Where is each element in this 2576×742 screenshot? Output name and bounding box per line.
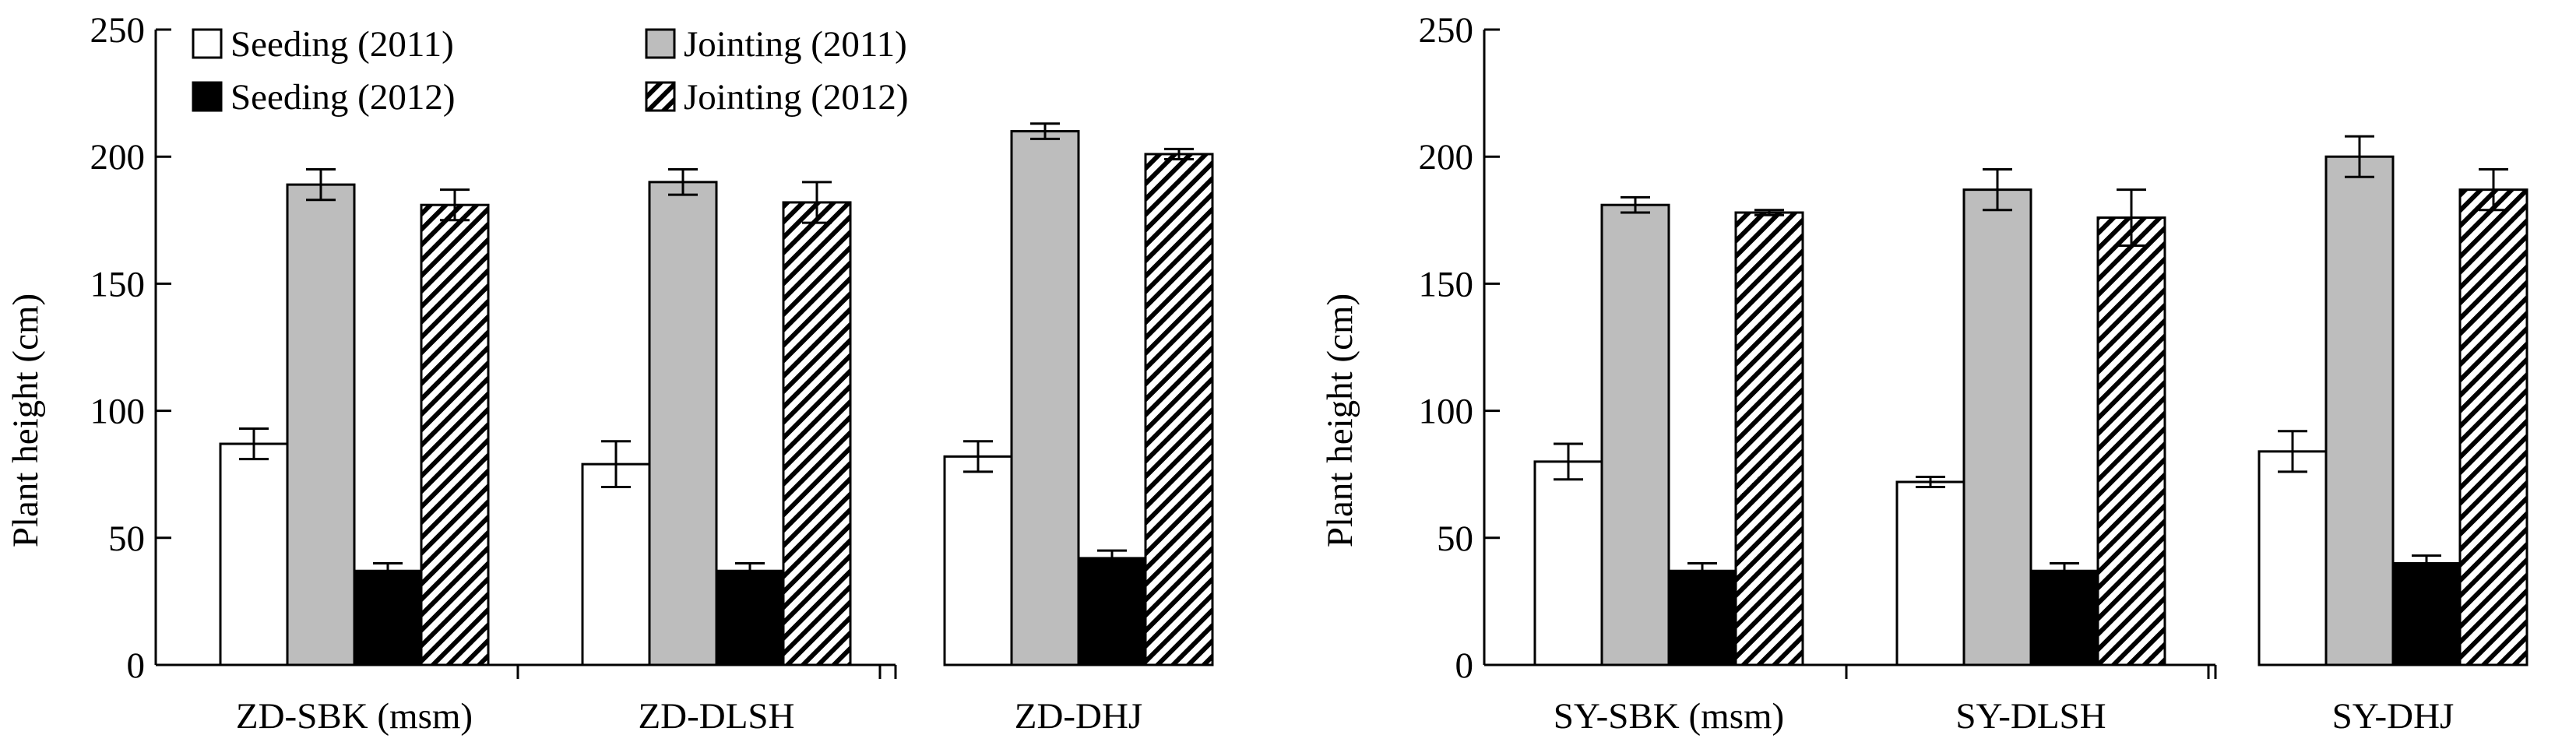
y-axis-title: Plant height (cm) — [5, 294, 46, 547]
y-tick-label: 200 — [90, 137, 146, 178]
y-tick-label: 0 — [127, 645, 146, 686]
bar-white-1 — [219, 442, 289, 666]
y-tick-label: 100 — [90, 392, 146, 432]
bar-gray-1 — [1600, 203, 1670, 666]
x-category-label: SY-DHJ — [2332, 696, 2455, 737]
legend-swatch-jointing-2012 — [645, 81, 676, 112]
bar-gray-2 — [648, 181, 718, 666]
bar-gray-1 — [286, 183, 356, 666]
bar-black-2 — [2029, 569, 2099, 666]
bar-white-1 — [1533, 460, 1603, 666]
bar-hatched-3 — [2458, 188, 2528, 666]
bar-black-2 — [715, 569, 785, 666]
bar-white-3 — [943, 455, 1013, 666]
right-chart-panel: Plant height (cm) 0 50 100 150 200 250 SY-SBK … — [1320, 10, 2528, 737]
y-tick-label: 150 — [90, 264, 146, 304]
y-axis-title: Plant height (cm) — [1320, 294, 1360, 547]
bar-hatched-3 — [1144, 153, 1214, 666]
x-category-label: SY-DLSH — [1955, 696, 2106, 737]
bar-gray-3 — [1010, 130, 1080, 666]
left-chart-panel: Plant height (cm) Seeding (2011) Seeding… — [5, 10, 1214, 737]
bar-white-3 — [2258, 450, 2328, 666]
bar-white-2 — [581, 462, 651, 666]
y-tick-label: 50 — [1437, 519, 1473, 559]
bar-hatched-2 — [2096, 216, 2166, 666]
bar-black-1 — [1667, 569, 1737, 666]
legend-swatch-seeding-2012 — [192, 81, 223, 112]
legend-swatch-seeding-2011 — [192, 28, 223, 59]
x-category-label: ZD-DLSH — [638, 696, 794, 737]
bar-black-3 — [1077, 557, 1147, 666]
bar-gray-2 — [1962, 188, 2032, 666]
x-category-label: SY-SBK (msm) — [1554, 696, 1784, 737]
bar-hatched-1 — [1734, 211, 1804, 666]
y-tick-label: 0 — [1455, 645, 1474, 686]
legend-label-seeding-2011: Seeding (2011) — [231, 24, 454, 65]
legend-label-jointing-2011: Jointing (2011) — [684, 24, 907, 65]
x-category-label: ZD-DHJ — [1015, 696, 1142, 737]
bar-black-1 — [353, 569, 423, 666]
legend-swatch-jointing-2011 — [645, 28, 676, 59]
y-tick-label: 100 — [1419, 392, 1474, 432]
x-category-label: ZD-SBK (msm) — [236, 696, 473, 737]
bar-hatched-2 — [782, 201, 852, 666]
legend: Seeding (2011) Seeding (2012) Jointing (… — [192, 24, 909, 118]
y-tick-label: 50 — [108, 519, 145, 559]
bar-gray-3 — [2324, 155, 2395, 666]
legend-label-jointing-2012: Jointing (2012) — [684, 77, 909, 118]
y-tick-label: 250 — [90, 10, 146, 51]
bar-white-2 — [1895, 480, 1965, 666]
y-tick-label: 200 — [1419, 137, 1474, 178]
bar-black-3 — [2391, 561, 2462, 666]
y-tick-label: 150 — [1419, 264, 1474, 304]
y-tick-label: 250 — [1419, 10, 1474, 51]
legend-label-seeding-2012: Seeding (2012) — [231, 77, 455, 118]
bar-hatched-1 — [420, 203, 490, 666]
